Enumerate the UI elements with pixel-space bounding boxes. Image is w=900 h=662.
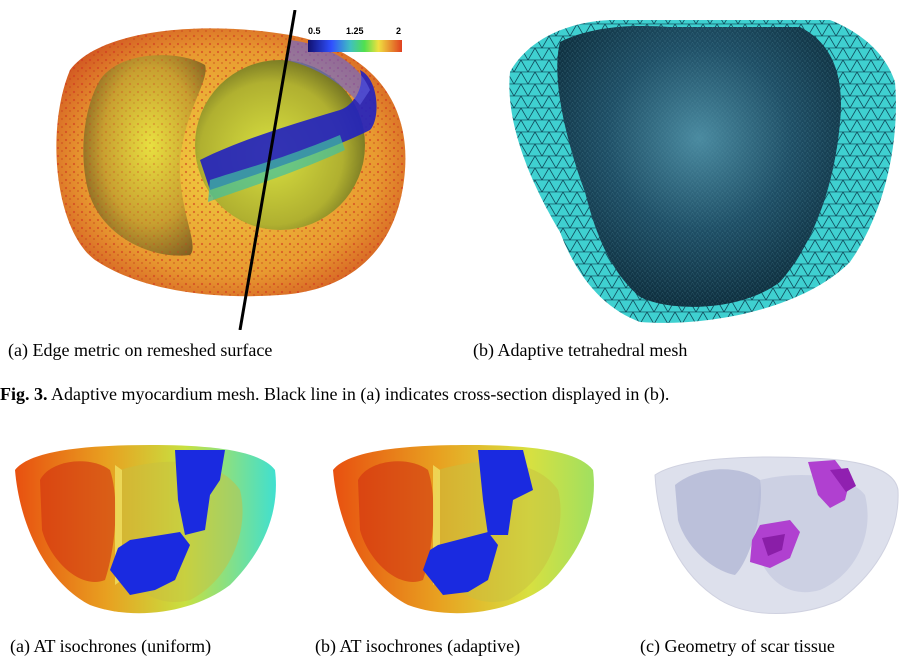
colorbar-tick-low: 0.5 (308, 26, 321, 36)
fig3-caption-text: Adaptive myocardium mesh. Black line in … (47, 384, 670, 404)
heart-isochrones-uniform (15, 445, 276, 614)
heart-surface-render (56, 9, 406, 331)
fig4c-scar-geometry-image (650, 450, 900, 620)
fig4c-caption: (c) Geometry of scar tissue (640, 636, 835, 656)
fig3-caption: Fig. 3. Adaptive myocardium mesh. Black … (0, 384, 669, 405)
fig4a-isochrones-uniform-image (10, 440, 300, 620)
fig3-caption-prefix: Fig. 3. (0, 384, 48, 404)
colorbar (308, 40, 402, 52)
colorbar-tick-mid: 1.25 (346, 26, 364, 36)
fig3b-tetra-mesh-image (500, 12, 900, 330)
fig3a-caption: (a) Edge metric on remeshed surface (8, 340, 273, 360)
heart-isochrones-adaptive (333, 445, 594, 614)
fig4a-caption: (a) AT isochrones (uniform) (10, 636, 212, 656)
scar-tissue-render (654, 456, 899, 614)
fig3a-edge-metric-image: 0.5 1.25 2 (40, 9, 420, 331)
fig3b-caption: (b) Adaptive tetrahedral mesh (473, 340, 688, 360)
fig4b-isochrones-adaptive-image (328, 440, 618, 620)
tetra-mesh-render (509, 20, 896, 323)
colorbar-tick-high: 2 (396, 26, 402, 36)
fig4b-caption: (b) AT isochrones (adaptive) (315, 636, 521, 656)
